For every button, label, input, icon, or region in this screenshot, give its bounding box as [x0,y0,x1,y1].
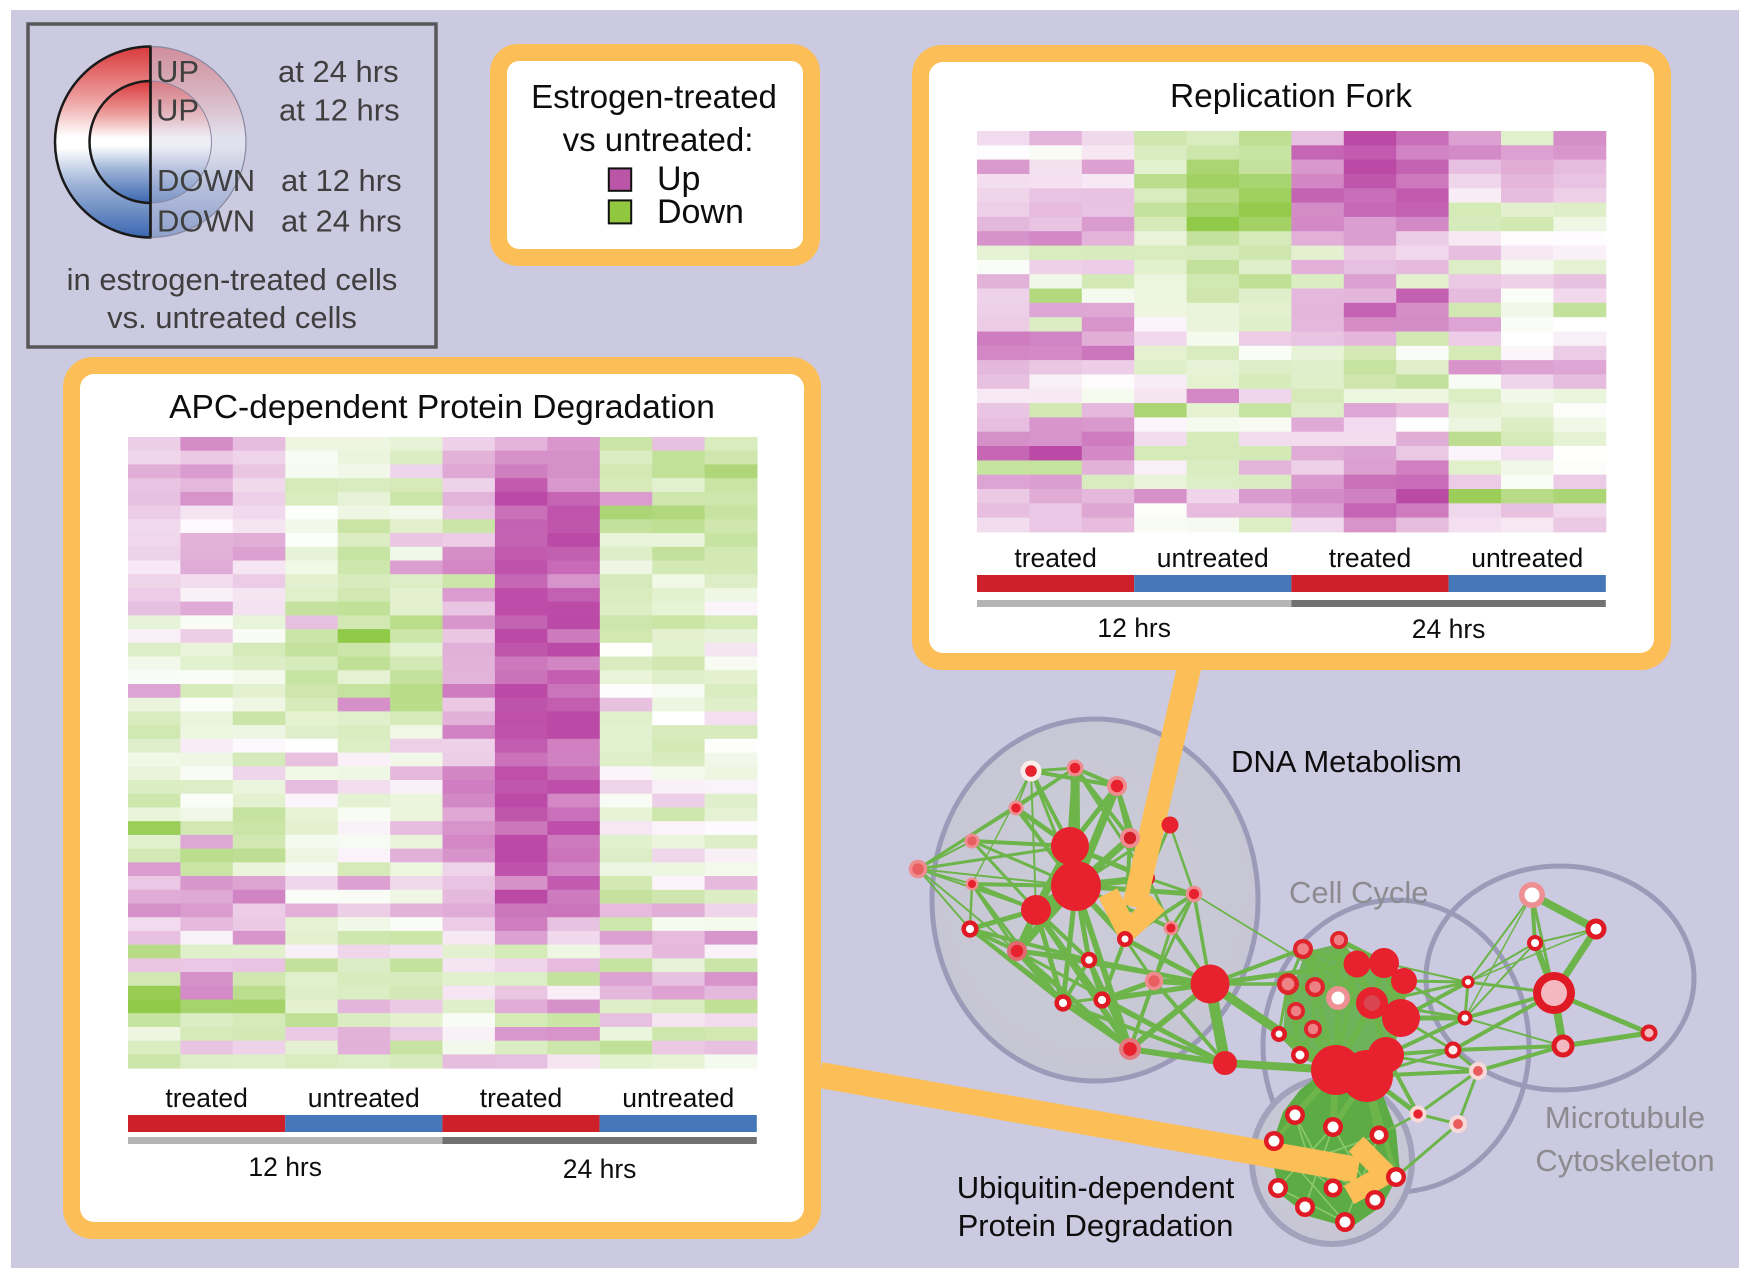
svg-text:Cell Cycle: Cell Cycle [1289,875,1429,910]
svg-text:treated: treated [165,1083,248,1113]
svg-text:Estrogen-treated: Estrogen-treated [531,78,777,115]
svg-text:treated: treated [480,1083,563,1113]
svg-text:24 hrs: 24 hrs [563,1154,637,1184]
svg-text:untreated: untreated [1471,543,1583,573]
svg-text:APC-dependent Protein Degradat: APC-dependent Protein Degradation [169,389,715,426]
svg-text:at 24 hrs: at 24 hrs [281,204,402,239]
svg-text:vs. untreated cells: vs. untreated cells [107,300,357,335]
svg-text:DOWN: DOWN [157,163,255,198]
svg-text:Up: Up [657,160,700,198]
svg-text:treated: treated [1329,543,1412,573]
svg-text:untreated: untreated [308,1083,420,1113]
svg-text:untreated: untreated [1157,543,1269,573]
svg-text:DOWN: DOWN [157,204,255,239]
svg-text:at 12 hrs: at 12 hrs [281,163,402,198]
svg-text:Microtubule: Microtubule [1545,1100,1705,1135]
svg-text:at 12 hrs: at 12 hrs [279,93,400,128]
svg-text:12 hrs: 12 hrs [248,1152,322,1182]
svg-text:at 24 hrs: at 24 hrs [278,54,399,89]
svg-text:UP: UP [156,54,199,89]
svg-text:Cytoskeleton: Cytoskeleton [1535,1143,1714,1178]
svg-text:Replication Fork: Replication Fork [1170,78,1412,115]
svg-text:treated: treated [1014,543,1097,573]
svg-text:24 hrs: 24 hrs [1412,614,1486,644]
svg-text:in estrogen-treated cells: in estrogen-treated cells [67,262,398,297]
svg-text:UP: UP [156,93,199,128]
svg-text:Down: Down [657,193,744,231]
svg-text:DNA Metabolism: DNA Metabolism [1231,744,1462,779]
svg-text:Protein Degradation: Protein Degradation [958,1208,1234,1243]
svg-text:12 hrs: 12 hrs [1097,613,1171,643]
svg-text:untreated: untreated [622,1083,734,1113]
svg-text:vs untreated:: vs untreated: [563,121,754,158]
svg-text:Ubiquitin-dependent: Ubiquitin-dependent [957,1170,1235,1205]
